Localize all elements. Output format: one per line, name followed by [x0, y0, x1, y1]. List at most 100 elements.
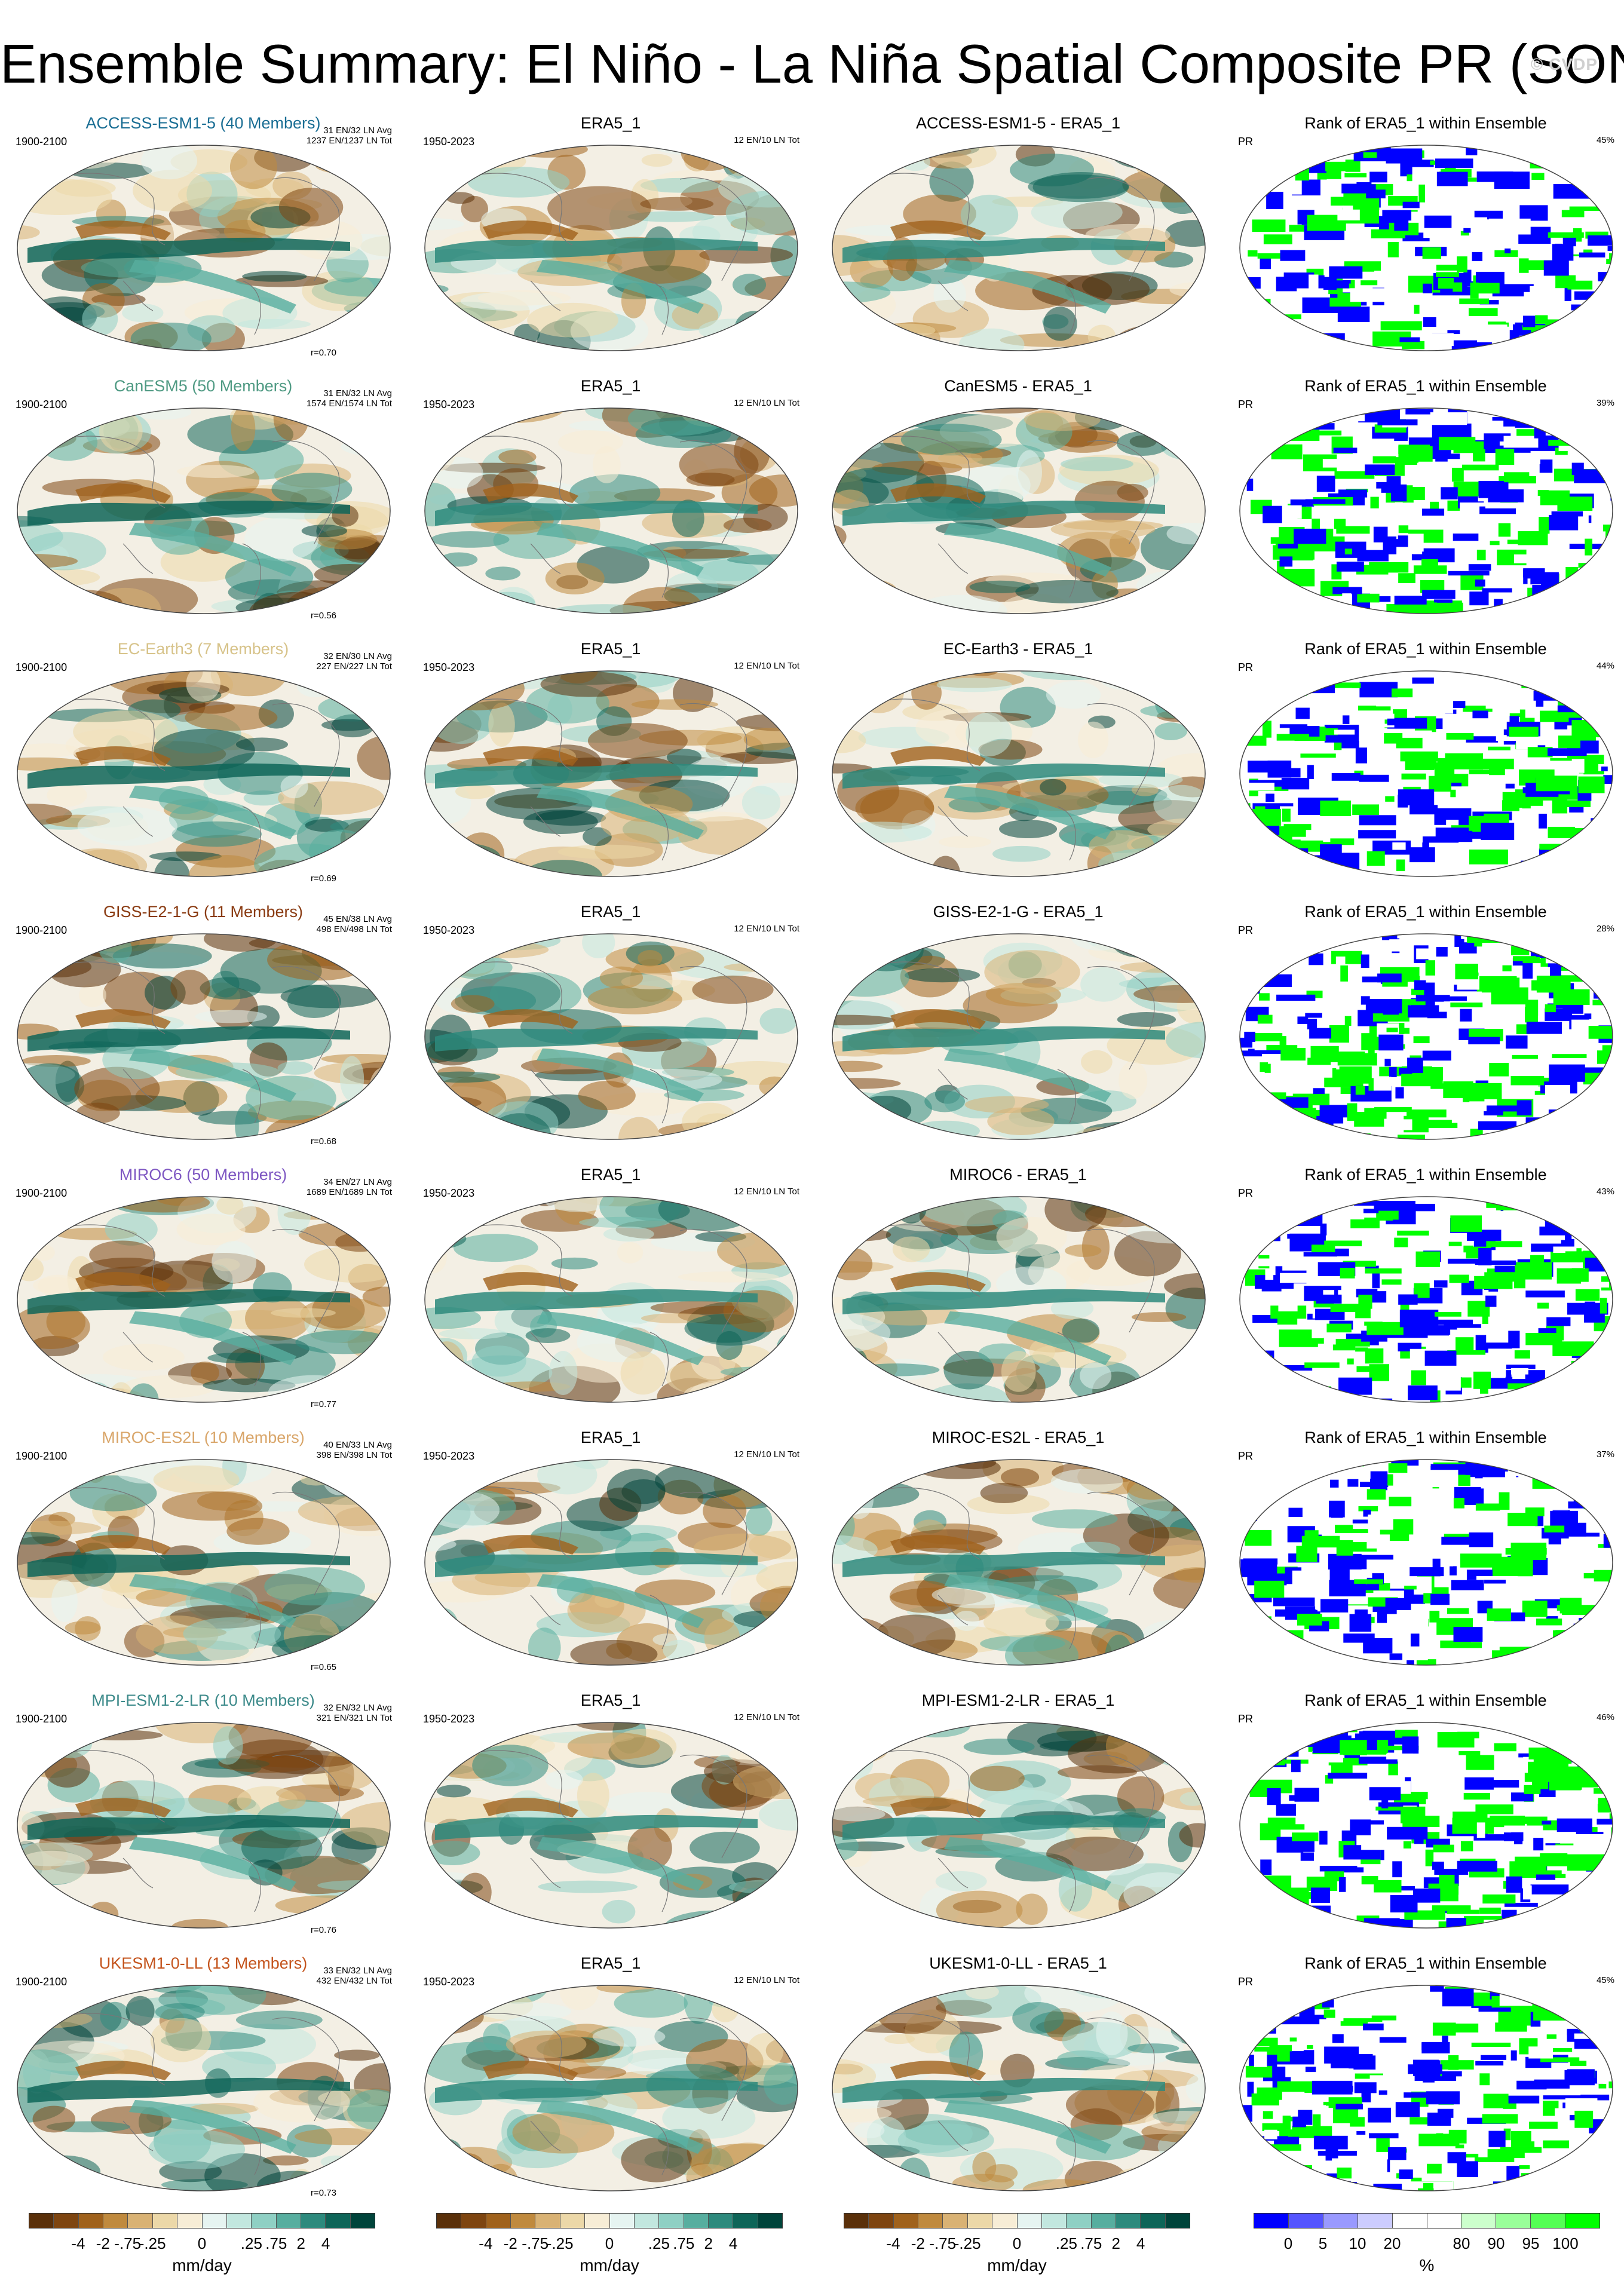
colorbar-cell [1461, 2214, 1497, 2228]
panel-obs-row6: ERA5_1 1950-2023 12 EN/10 LN Tot [413, 1428, 808, 1685]
panel-title: Rank of ERA5_1 within Ensemble [1304, 640, 1547, 658]
colorbar-cell [54, 2214, 79, 2228]
variable-label: PR [1238, 661, 1254, 673]
year-range: 1900-2100 [16, 1450, 68, 1462]
panel-rank-row3: Rank of ERA5_1 within Ensemble PR 44% [1228, 639, 1623, 896]
colorbar-units: mm/day [580, 2256, 639, 2274]
precip-map [424, 407, 798, 614]
panel-title: ERA5_1 [580, 377, 641, 395]
panel-model-row1: ACCESS-ESM1-5 (40 Members) 1900-2100 31 EN… [6, 114, 400, 370]
colorbar-cell [486, 2214, 511, 2228]
rank-percent: 28% [1596, 924, 1614, 934]
colorbar-model: -4 -2 -.75 -.25 0 .25.75 2 4 mm/day [29, 2213, 375, 2291]
rank-percent: 46% [1596, 1712, 1614, 1722]
colorbar-obs: -4 -2 -.75 -.25 0 .25.75 2 4 mm/day [436, 2213, 783, 2291]
year-range: 1950-2023 [423, 136, 475, 148]
event-counts: 12 EN/10 LN Tot [734, 398, 799, 408]
precip-map [17, 1722, 391, 1929]
year-range: 1950-2023 [423, 1450, 475, 1462]
colorbar-tick-label: 10 [1349, 2234, 1366, 2252]
panel-title: Rank of ERA5_1 within Ensemble [1304, 377, 1547, 395]
year-range: 1950-2023 [423, 398, 475, 410]
year-range: 1950-2023 [423, 1976, 475, 1988]
variable-label: PR [1238, 1713, 1254, 1725]
panel-title: EC-Earth3 (7 Members) [117, 640, 289, 658]
precip-map [17, 407, 391, 614]
panel-diff-row7: MPI-ESM1-2-LR - ERA5_1 [821, 1691, 1215, 1948]
event-counts: 12 EN/10 LN Tot [734, 135, 799, 145]
colorbar-cell [560, 2214, 586, 2228]
colorbar-cell [226, 2214, 252, 2228]
precip-map [424, 670, 798, 877]
event-counts: 40 EN/33 LN Avg 398 EN/398 LN Tot [316, 1440, 392, 1460]
precip-map [424, 1196, 798, 1403]
page-title: Ensemble Summary: El Niño - La Niña Spat… [0, 33, 1624, 95]
variable-label: PR [1238, 1976, 1254, 1988]
colorbar-cell [943, 2214, 968, 2228]
colorbar-tick-label: -4 [71, 2234, 85, 2252]
colorbar-cell [609, 2214, 635, 2228]
panel-diff-row1: ACCESS-ESM1-5 - ERA5_1 [821, 114, 1215, 370]
colorbar-cell [1496, 2214, 1531, 2228]
panel-rank-row7: Rank of ERA5_1 within Ensemble PR 46% [1228, 1691, 1623, 1948]
colorbar-cell [152, 2214, 178, 2228]
panel-title: ERA5_1 [580, 640, 641, 658]
colorbar-cell [1141, 2214, 1166, 2228]
colorbar-tick-label: -4 [479, 2234, 493, 2252]
event-counts: 12 EN/10 LN Tot [734, 1712, 799, 1722]
colorbar-cell [634, 2214, 660, 2228]
pattern-correlation: r=0.77 [311, 1399, 336, 1409]
rank-percent: 44% [1596, 661, 1614, 671]
panel-model-row8: UKESM1-0-LL (13 Members) 1900-2100 33 EN/3… [6, 1954, 400, 2211]
pattern-correlation: r=0.73 [311, 2188, 336, 2198]
colorbar-cell [708, 2214, 734, 2228]
colorbar-cell [918, 2214, 943, 2228]
colorbar-tick-label: -.75 [522, 2234, 549, 2252]
panel-title: Rank of ERA5_1 within Ensemble [1304, 1691, 1547, 1709]
precip-map [424, 1459, 798, 1666]
colorbar-cell [535, 2214, 560, 2228]
panel-obs-row8: ERA5_1 1950-2023 12 EN/10 LN Tot [413, 1954, 808, 2211]
colorbar-units: % [1419, 2256, 1435, 2274]
panel-title: Rank of ERA5_1 within Ensemble [1304, 1166, 1547, 1184]
event-counts: 34 EN/27 LN Avg 1689 EN/1689 LN Tot [306, 1177, 392, 1197]
rank-map [1239, 670, 1613, 877]
event-counts: 12 EN/10 LN Tot [734, 924, 799, 934]
rank-percent: 39% [1596, 398, 1614, 408]
colorbar-cell [29, 2214, 54, 2228]
colorbar-cell [78, 2214, 104, 2228]
colorbar-tick-label: .25 [1055, 2234, 1077, 2252]
colorbar-tick-label: 4 [321, 2234, 330, 2252]
year-range: 1950-2023 [423, 924, 475, 936]
colorbar-tick-label: 4 [1136, 2234, 1145, 2252]
colorbar-cell [326, 2214, 351, 2228]
panel-title: Rank of ERA5_1 within Ensemble [1304, 114, 1547, 132]
rank-map [1239, 407, 1613, 614]
panel-model-row5: MIROC6 (50 Members) 1900-2100 34 EN/27 LN … [6, 1165, 400, 1422]
panel-title: GISS-E2-1-G (11 Members) [103, 903, 304, 921]
panel-title: ACCESS-ESM1-5 - ERA5_1 [915, 114, 1121, 132]
colorbar-cell [684, 2214, 709, 2228]
panel-diff-row8: UKESM1-0-LL - ERA5_1 [821, 1954, 1215, 2211]
panel-rank-row6: Rank of ERA5_1 within Ensemble PR 37% [1228, 1428, 1623, 1685]
precip-map [832, 670, 1206, 877]
panel-title: CanESM5 (50 Members) [114, 377, 293, 395]
event-counts: 12 EN/10 LN Tot [734, 1449, 799, 1460]
colorbar-cell [350, 2214, 375, 2228]
watermark-logo: © CVDP [1530, 55, 1598, 73]
precip-map [832, 145, 1206, 351]
panel-diff-row3: EC-Earth3 - ERA5_1 [821, 639, 1215, 896]
colorbar-cells [436, 2213, 783, 2228]
panel-rank-row8: Rank of ERA5_1 within Ensemble PR 45% [1228, 1954, 1623, 2211]
panel-obs-row5: ERA5_1 1950-2023 12 EN/10 LN Tot [413, 1165, 808, 1422]
variable-label: PR [1238, 398, 1254, 410]
variable-label: PR [1238, 924, 1254, 936]
panel-title: CanESM5 - ERA5_1 [944, 377, 1092, 395]
panel-obs-row2: ERA5_1 1950-2023 12 EN/10 LN Tot [413, 376, 808, 633]
panel-title: Rank of ERA5_1 within Ensemble [1304, 1429, 1547, 1446]
panel-rank-row4: Rank of ERA5_1 within Ensemble PR 28% [1228, 902, 1623, 1159]
panel-title: ERA5_1 [580, 114, 641, 132]
colorbar-cell [733, 2214, 758, 2228]
precip-map [17, 145, 391, 351]
